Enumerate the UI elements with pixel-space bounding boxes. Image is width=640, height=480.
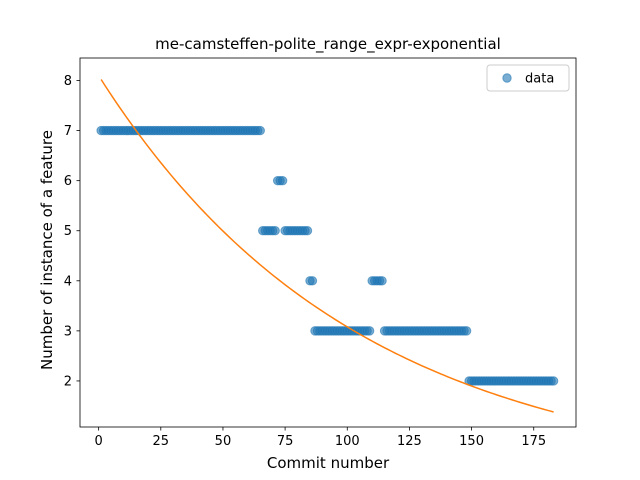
x-tick-label: 25	[153, 434, 170, 449]
x-tick-label: 75	[277, 434, 294, 449]
data-point	[461, 326, 472, 336]
data-point	[255, 125, 265, 136]
plot-area	[96, 79, 559, 413]
legend-marker	[502, 73, 512, 83]
y-tick-label: 8	[64, 74, 72, 89]
data-point	[270, 226, 280, 236]
data-point	[307, 276, 318, 286]
y-tick-label: 6	[64, 174, 72, 189]
x-tick-label: 0	[95, 434, 103, 449]
y-tick-label: 4	[64, 274, 72, 289]
legend-label: data	[525, 72, 554, 87]
data-points	[96, 125, 559, 386]
x-tick-label: 150	[459, 434, 484, 449]
chart-title: me-camsteffen-polite_range_expr-exponent…	[155, 35, 501, 54]
fit-line	[100, 79, 554, 413]
x-tick-label: 100	[335, 434, 360, 449]
legend-box	[486, 64, 570, 92]
data-point	[277, 175, 288, 186]
data-point	[302, 226, 313, 236]
data-point	[377, 276, 387, 286]
y-tick-label: 7	[64, 124, 72, 139]
y-tick-label: 3	[64, 324, 72, 339]
data-point	[548, 376, 559, 386]
y-tick-label: 2	[64, 374, 72, 389]
y-axis-label: Number of instance of a feature	[38, 130, 56, 370]
legend: data	[486, 64, 570, 92]
x-tick-label: 175	[521, 434, 546, 449]
y-tick-label: 5	[64, 224, 72, 239]
axes: 0 25 50 75 100 125 150 175 2 3 4 5 6 7 8	[64, 57, 577, 449]
x-tick-label: 50	[215, 434, 232, 449]
axes-frame	[79, 57, 577, 428]
x-axis-label: Commit number	[267, 454, 390, 472]
x-tick-label: 125	[397, 434, 422, 449]
data-point	[364, 326, 375, 336]
